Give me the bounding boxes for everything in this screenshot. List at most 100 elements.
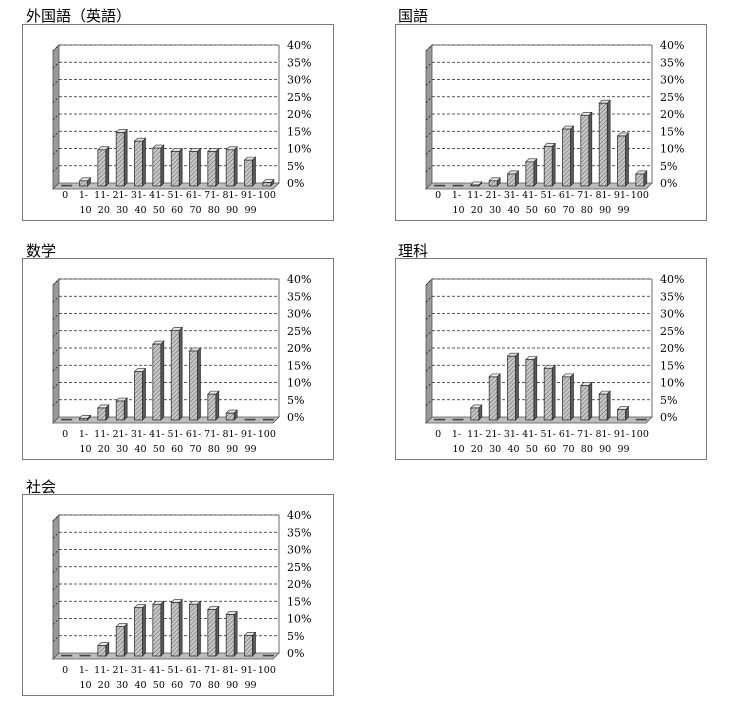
x-tick-label: 70: [189, 205, 201, 216]
bar-front: [97, 407, 107, 421]
y-tick-label: 35%: [287, 526, 311, 539]
bar: [580, 381, 593, 421]
bar: [61, 184, 73, 187]
bar-side: [123, 128, 128, 187]
bar-side: [105, 146, 110, 187]
x-tick-label: 21-: [486, 190, 501, 201]
bar: [561, 125, 575, 187]
bar: [133, 603, 147, 657]
bar: [152, 144, 165, 187]
x-tick-label: 0: [435, 190, 441, 201]
bar: [598, 390, 611, 421]
bar: [543, 142, 556, 187]
bar-front: [79, 417, 88, 421]
y-tick-label: 20%: [660, 108, 684, 121]
x-tick-label: 50: [526, 444, 538, 455]
x-tick-label: 1-: [452, 429, 461, 440]
y-tick-label: 15%: [660, 359, 684, 372]
bar-front: [598, 102, 608, 187]
x-tick-label: 90: [599, 444, 611, 455]
bar-side: [160, 600, 165, 657]
y-tick-label: 40%: [660, 273, 684, 286]
x-tick-label: 50: [153, 680, 165, 691]
bar-front: [134, 371, 143, 421]
x-tick-label: 41-: [149, 665, 164, 676]
bar-side: [606, 390, 611, 421]
gridline-depth: [425, 330, 433, 338]
bar-side: [178, 326, 183, 421]
x-tick-label: 40: [134, 205, 146, 216]
x-tick-label: 71-: [204, 190, 219, 201]
chart-frame: 0% 5% 10% 15% 20% 25% 30% 35% 40% 0 1- 10 11- 20 21- 30…: [395, 258, 707, 460]
bar: [170, 598, 183, 657]
bar-front: [61, 418, 73, 421]
gridline-depth: [52, 347, 60, 355]
gridline-depth: [425, 113, 433, 121]
bar: [561, 373, 575, 421]
bar: [434, 184, 446, 187]
bar-side: [142, 367, 146, 421]
bar-front: [79, 180, 88, 187]
gridline-depth: [52, 113, 60, 121]
bar: [207, 605, 220, 657]
bar-side: [570, 373, 574, 421]
bar-front: [225, 412, 235, 421]
x-tick-label: 100: [258, 665, 276, 676]
x-tick-label: 90: [226, 205, 238, 216]
bar: [616, 405, 630, 421]
y-tick-label: 20%: [660, 342, 684, 355]
bar: [525, 355, 538, 421]
bar-front: [488, 376, 498, 421]
x-tick-label: 81-: [223, 190, 238, 201]
x-tick-label: 61-: [186, 190, 201, 201]
x-tick-label: 1-: [452, 190, 461, 201]
x-tick-label: 91-: [241, 665, 256, 676]
x-tick-label: 30: [116, 444, 128, 455]
x-tick-label: 20: [98, 205, 110, 216]
y-tick-label: 25%: [660, 325, 684, 338]
bar-front: [635, 173, 645, 187]
bar-side: [123, 622, 128, 657]
x-tick-label: 41-: [522, 190, 537, 201]
x-tick-label: 11-: [467, 190, 482, 201]
bar-front: [488, 180, 498, 187]
y-tick-label: 5%: [660, 160, 677, 173]
x-tick-label: 20: [471, 444, 483, 455]
y-tick-label: 40%: [287, 273, 311, 286]
x-tick-label: 31-: [504, 190, 519, 201]
bar-front: [244, 418, 256, 421]
x-tick-label: 10: [79, 444, 91, 455]
gridline-depth: [425, 79, 433, 86]
x-tick-label: 61-: [186, 429, 201, 440]
x-tick-label: 80: [208, 205, 220, 216]
y-tick-label: 35%: [287, 290, 311, 303]
y-tick-label: 0%: [660, 177, 677, 190]
bar-front: [225, 614, 235, 657]
bar-front: [61, 654, 73, 657]
y-tick-label: 40%: [287, 509, 311, 522]
bar: [97, 146, 110, 187]
x-tick-label: 99: [244, 680, 256, 691]
bar-side: [215, 147, 220, 187]
y-tick-label: 15%: [287, 125, 311, 138]
x-tick-label: 70: [189, 680, 201, 691]
bar: [262, 178, 275, 187]
bar-side: [533, 355, 538, 421]
bar-side: [233, 146, 238, 187]
bar-side: [625, 132, 629, 187]
gridline-depth: [425, 295, 433, 303]
x-tick-label: 90: [599, 205, 611, 216]
x-tick-label: 1-: [79, 665, 88, 676]
y-tick-label: 10%: [660, 143, 684, 156]
bar: [470, 181, 483, 187]
bar: [188, 347, 202, 421]
bar-front: [244, 634, 253, 657]
bar-front: [525, 161, 535, 187]
bar-front: [134, 607, 143, 657]
y-tick-label: 30%: [660, 308, 684, 321]
x-tick-label: 0: [62, 190, 68, 201]
bar-side: [215, 605, 220, 657]
x-tick-label: 41-: [522, 429, 537, 440]
